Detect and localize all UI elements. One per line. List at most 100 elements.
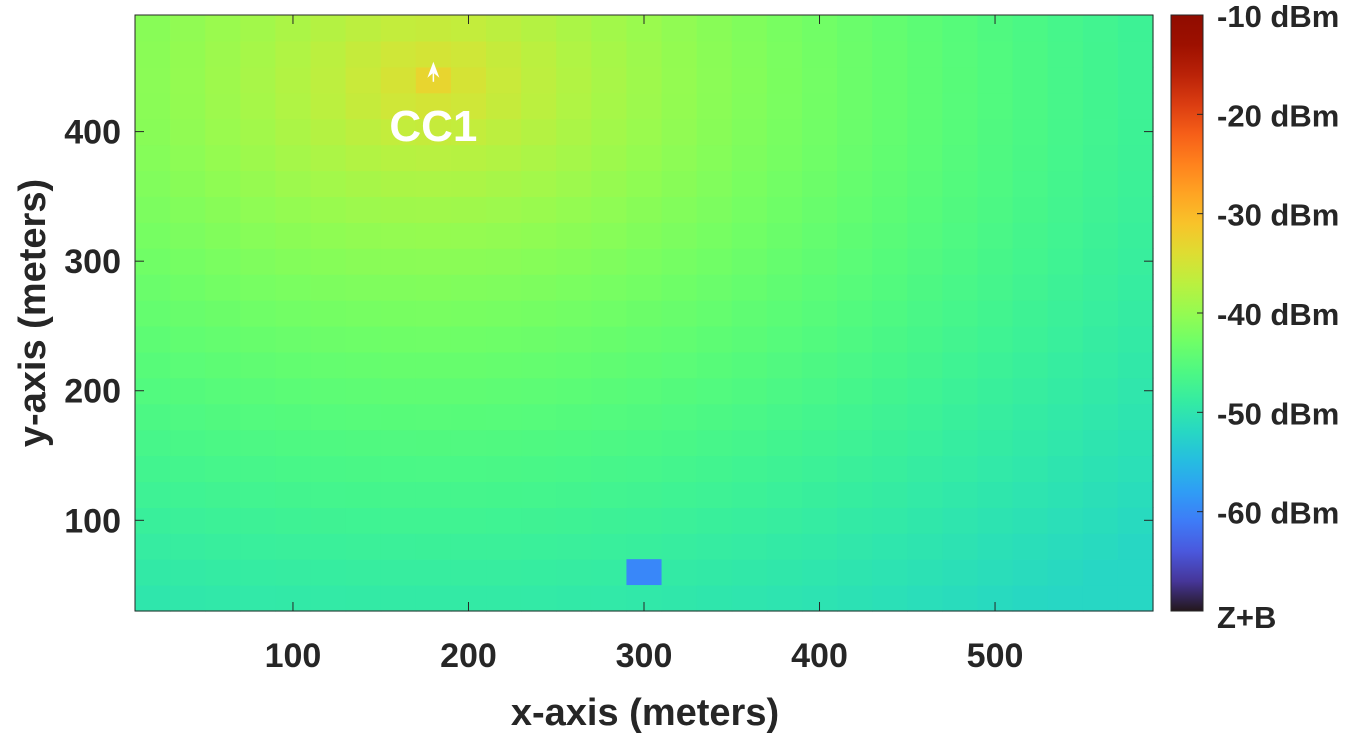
heatmap-cell: [591, 248, 628, 275]
heatmap-cell: [556, 66, 592, 94]
heatmap-cell: [591, 144, 628, 172]
heatmap-cell: [415, 455, 452, 483]
heatmap-cell: [942, 559, 979, 586]
colorbar-tick-label: -40 dBm: [1217, 297, 1339, 332]
heatmap-cell: [731, 170, 768, 197]
annotations: CC1: [389, 61, 477, 151]
heatmap-cell: [556, 40, 592, 68]
heatmap-cell: [766, 481, 803, 508]
heatmap-cell: [942, 481, 979, 508]
heatmap-cell: [731, 559, 768, 586]
heatmap-cell: [415, 507, 452, 534]
x-tick-label: 100: [265, 637, 322, 675]
heatmap-cell: [1082, 300, 1119, 327]
heatmap-cell: [766, 429, 803, 457]
heatmap-cell: [345, 377, 382, 405]
heatmap-cell: [521, 325, 557, 353]
heatmap-cell: [1082, 40, 1119, 68]
heatmap-cell: [696, 144, 733, 172]
heatmap-cell: [240, 585, 277, 612]
heatmap-cell: [907, 325, 943, 353]
heatmap-cell: [1012, 455, 1049, 483]
heatmap-cell: [380, 144, 417, 172]
heatmap-cell: [415, 144, 452, 172]
heatmap-cell: [1082, 559, 1119, 586]
heatmap-cell: [1047, 248, 1084, 275]
heatmap-cell: [275, 118, 312, 146]
heatmap-cell: [661, 429, 698, 457]
heatmap-cell: [521, 507, 557, 534]
heatmap-cell: [977, 481, 1014, 508]
heatmap-cell: [801, 325, 838, 353]
heatmap-cell: [731, 222, 768, 249]
heatmap-cell: [556, 429, 592, 457]
heatmap-cell: [345, 403, 382, 431]
heatmap-cell: [1117, 429, 1154, 457]
heatmap-cell: [380, 429, 417, 457]
heatmap-cell: [591, 585, 628, 612]
heatmap-cell: [766, 15, 803, 42]
heatmap-cell: [661, 559, 698, 586]
heatmap-cell: [486, 274, 522, 301]
heatmap-cell: [1047, 274, 1084, 301]
heatmap-cell: [450, 429, 487, 457]
heatmap-cell: [345, 144, 382, 172]
heatmap-cell: [486, 15, 522, 42]
heatmap-cell: [977, 325, 1014, 353]
heatmap-cell: [872, 377, 908, 405]
arrow-marker-icon: [427, 61, 440, 78]
heatmap-cell: [450, 533, 487, 560]
heatmap-cell: [170, 403, 206, 431]
heatmap-cell: [907, 274, 943, 301]
heatmap-cell: [696, 455, 733, 483]
y-axis-title: y-axis (meters): [12, 179, 54, 447]
heatmap-cell: [275, 40, 312, 68]
heatmap-cell: [521, 274, 557, 301]
heatmap-cell: [872, 403, 908, 431]
heatmap-cell: [240, 92, 277, 120]
heatmap-cell: [696, 66, 733, 94]
heatmap-cell: [801, 533, 838, 560]
heatmap-cell: [1082, 92, 1119, 120]
heatmap-cell: [1117, 325, 1154, 353]
heatmap-cell: [977, 274, 1014, 301]
heatmap-cell: [380, 118, 417, 146]
heatmap-cell: [170, 507, 206, 534]
heatmap-cell: [1047, 325, 1084, 353]
heatmap-cell: [907, 144, 943, 172]
heatmap-cell: [872, 300, 908, 327]
heatmap-cell: [450, 300, 487, 327]
heatmap-cell: [170, 40, 206, 68]
heatmap-cell: [837, 481, 873, 508]
heatmap-cell: [661, 15, 698, 42]
heatmap-cell: [626, 144, 663, 172]
heatmap-cell: [977, 66, 1014, 94]
heatmap-cell: [942, 92, 979, 120]
heatmap-cell: [731, 40, 768, 68]
heatmap-cell: [556, 351, 592, 379]
heatmap-cell: [450, 274, 487, 301]
heatmap-cell: [731, 403, 768, 431]
heatmap-cell: [626, 222, 663, 249]
heatmap-cell: [556, 585, 592, 612]
heatmap-cell: [240, 481, 277, 508]
heatmap-cell: [661, 507, 698, 534]
heatmap-cell: [872, 170, 908, 197]
heatmap-cell: [240, 196, 277, 223]
heatmap-cell: [766, 455, 803, 483]
heatmap-cell: [872, 507, 908, 534]
heatmap-cell: [837, 377, 873, 405]
heatmap-cell: [907, 118, 943, 146]
heatmap-cell: [310, 222, 347, 249]
heatmap-cell: [415, 325, 452, 353]
heatmap-cell: [521, 66, 557, 94]
heatmap-cell: [556, 403, 592, 431]
heatmap-cell: [205, 429, 241, 457]
heatmap-cell: [1012, 351, 1049, 379]
heatmap-cell: [766, 300, 803, 327]
heatmap-cell: [837, 300, 873, 327]
heatmap-cell: [872, 222, 908, 249]
heatmap-cell: [801, 196, 838, 223]
heatmap-cell: [696, 118, 733, 146]
heatmap-cell: [1012, 429, 1049, 457]
